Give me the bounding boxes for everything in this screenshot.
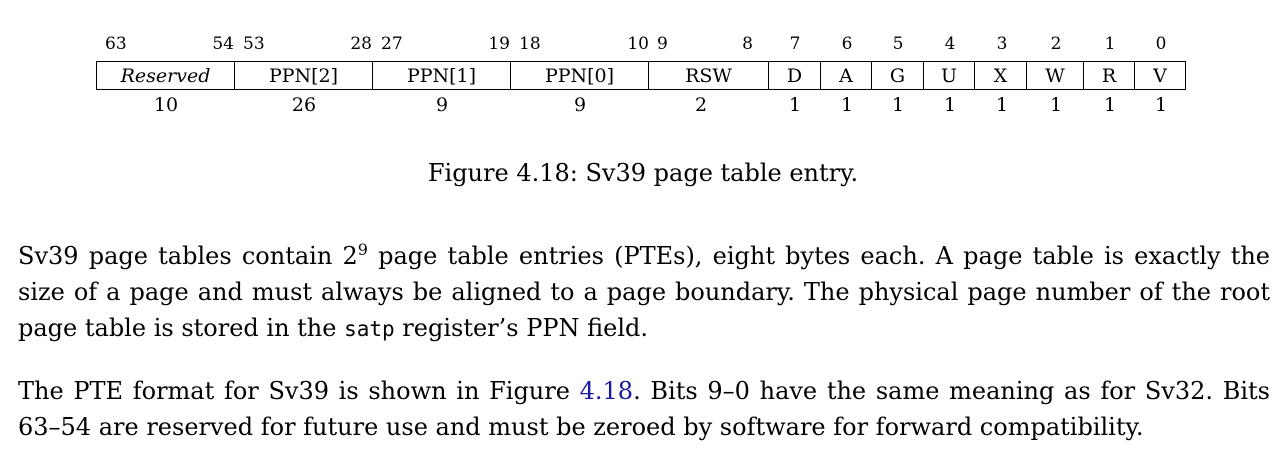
field-g: G xyxy=(871,61,924,90)
satp-code: satp xyxy=(344,317,395,341)
bit-number: 10 xyxy=(627,34,649,54)
field-width: 2 xyxy=(694,94,708,116)
field-label: PPN[2] xyxy=(268,64,339,87)
field-width: 1 xyxy=(788,94,802,116)
caption-label: Figure 4.18: xyxy=(427,159,578,187)
bit-number: 19 xyxy=(488,34,510,54)
field-label: W xyxy=(1045,64,1065,87)
field-x: X xyxy=(974,61,1027,90)
field-rsw: RSW xyxy=(648,61,769,90)
paragraph-text: register’s PPN field. xyxy=(394,314,649,342)
bit-number: 0 xyxy=(1155,34,1167,54)
bit-number: 28 xyxy=(350,34,372,54)
field-width: 9 xyxy=(435,94,449,116)
field-ppn2: PPN[2] xyxy=(234,61,373,90)
field-width: 1 xyxy=(1049,94,1063,116)
paragraph-text: Sv39 page tables contain 2 xyxy=(18,242,358,270)
paragraph-page-table-size: Sv39 page tables contain 29 page table e… xyxy=(18,238,1270,347)
field-width: 1 xyxy=(943,94,957,116)
bit-number: 18 xyxy=(519,34,541,54)
figure-caption: Figure 4.18: Sv39 page table entry. xyxy=(0,158,1286,188)
field-width: 26 xyxy=(291,94,317,116)
field-label: X xyxy=(993,64,1008,87)
paragraph-text: page table entries (PTEs), eight bytes e… xyxy=(18,242,1271,342)
caption-text: Sv39 page table entry. xyxy=(585,159,859,187)
paragraph-pte-format: The PTE format for Sv39 is shown in Figu… xyxy=(18,373,1270,445)
bit-number: 1 xyxy=(1104,34,1116,54)
paragraph-text: The PTE format for Sv39 is shown in Figu… xyxy=(18,377,580,405)
field-label: A xyxy=(839,64,853,87)
field-width: 1 xyxy=(1103,94,1117,116)
field-label: R xyxy=(1101,64,1117,87)
bit-number: 54 xyxy=(212,34,234,54)
field-width: 1 xyxy=(840,94,854,116)
field-label: D xyxy=(786,64,803,87)
field-d: D xyxy=(768,61,821,90)
bit-number: 8 xyxy=(742,34,753,54)
field-label: PPN[0] xyxy=(544,64,615,87)
bit-number: 7 xyxy=(789,34,801,54)
field-ppn0: PPN[0] xyxy=(510,61,649,90)
field-ppn1: PPN[1] xyxy=(372,61,511,90)
paragraph-text: . Bits 9–0 have the same meaning as for … xyxy=(18,377,1270,441)
pte-figure: 63 54 53 28 27 19 18 10 9 8 7 6 5 4 3 2 … xyxy=(0,0,1286,200)
figure-reference-link[interactable]: 4.18 xyxy=(579,377,634,405)
field-u: U xyxy=(923,61,975,90)
field-label: RSW xyxy=(685,64,732,87)
bit-number: 5 xyxy=(892,34,904,54)
field-label: Reserved xyxy=(120,64,211,87)
bit-number: 6 xyxy=(841,34,853,54)
field-label: G xyxy=(889,64,906,87)
bit-number: 4 xyxy=(944,34,956,54)
field-width: 1 xyxy=(891,94,905,116)
field-label: V xyxy=(1153,64,1167,87)
field-label: U xyxy=(940,64,957,87)
field-width: 10 xyxy=(153,94,179,116)
field-width: 1 xyxy=(1154,94,1168,116)
field-v: V xyxy=(1134,61,1186,90)
field-reserved: Reserved xyxy=(96,61,235,90)
exponent: 9 xyxy=(357,240,368,259)
field-r: R xyxy=(1083,61,1135,90)
field-width: 1 xyxy=(995,94,1009,116)
bit-number: 9 xyxy=(657,34,668,54)
field-w: W xyxy=(1026,61,1084,90)
field-width: 9 xyxy=(573,94,587,116)
field-a: A xyxy=(820,61,872,90)
bit-number: 53 xyxy=(243,34,265,54)
bit-number: 3 xyxy=(996,34,1008,54)
field-label: PPN[1] xyxy=(406,64,477,87)
bit-number: 2 xyxy=(1050,34,1062,54)
bit-number: 27 xyxy=(381,34,403,54)
bit-number: 63 xyxy=(105,34,127,54)
